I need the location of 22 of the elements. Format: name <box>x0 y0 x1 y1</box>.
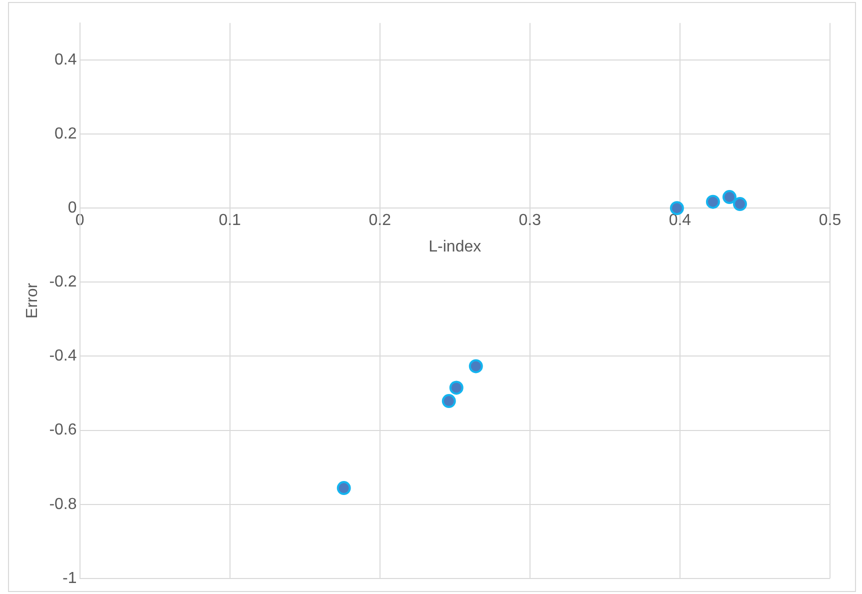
y-tick-label: 0 <box>68 200 77 217</box>
x-tick-label: 0.1 <box>218 212 242 230</box>
x-tick-label: 0.2 <box>368 212 392 230</box>
y-tick-label: -0.6 <box>49 422 77 439</box>
x-tick-label: 0.5 <box>818 212 842 230</box>
y-tick-label: -1 <box>62 570 77 587</box>
point <box>449 380 464 395</box>
point <box>732 197 747 212</box>
y-tick-label: -0.2 <box>49 274 77 291</box>
y-tick-label: 0.2 <box>54 125 77 142</box>
y-tick-label: -0.4 <box>49 348 77 365</box>
point <box>722 190 736 204</box>
y-tick-label: -0.8 <box>49 496 77 513</box>
point <box>336 481 351 496</box>
point <box>706 194 720 209</box>
x-axis-title: L-index <box>428 238 482 256</box>
point <box>468 359 483 374</box>
y-tick-label: 0.4 <box>54 51 77 68</box>
y-axis-title: Error <box>24 282 42 318</box>
x-tick-label: 0.4 <box>668 212 692 230</box>
point <box>442 394 456 408</box>
x-tick-label: 0.3 <box>518 212 542 230</box>
